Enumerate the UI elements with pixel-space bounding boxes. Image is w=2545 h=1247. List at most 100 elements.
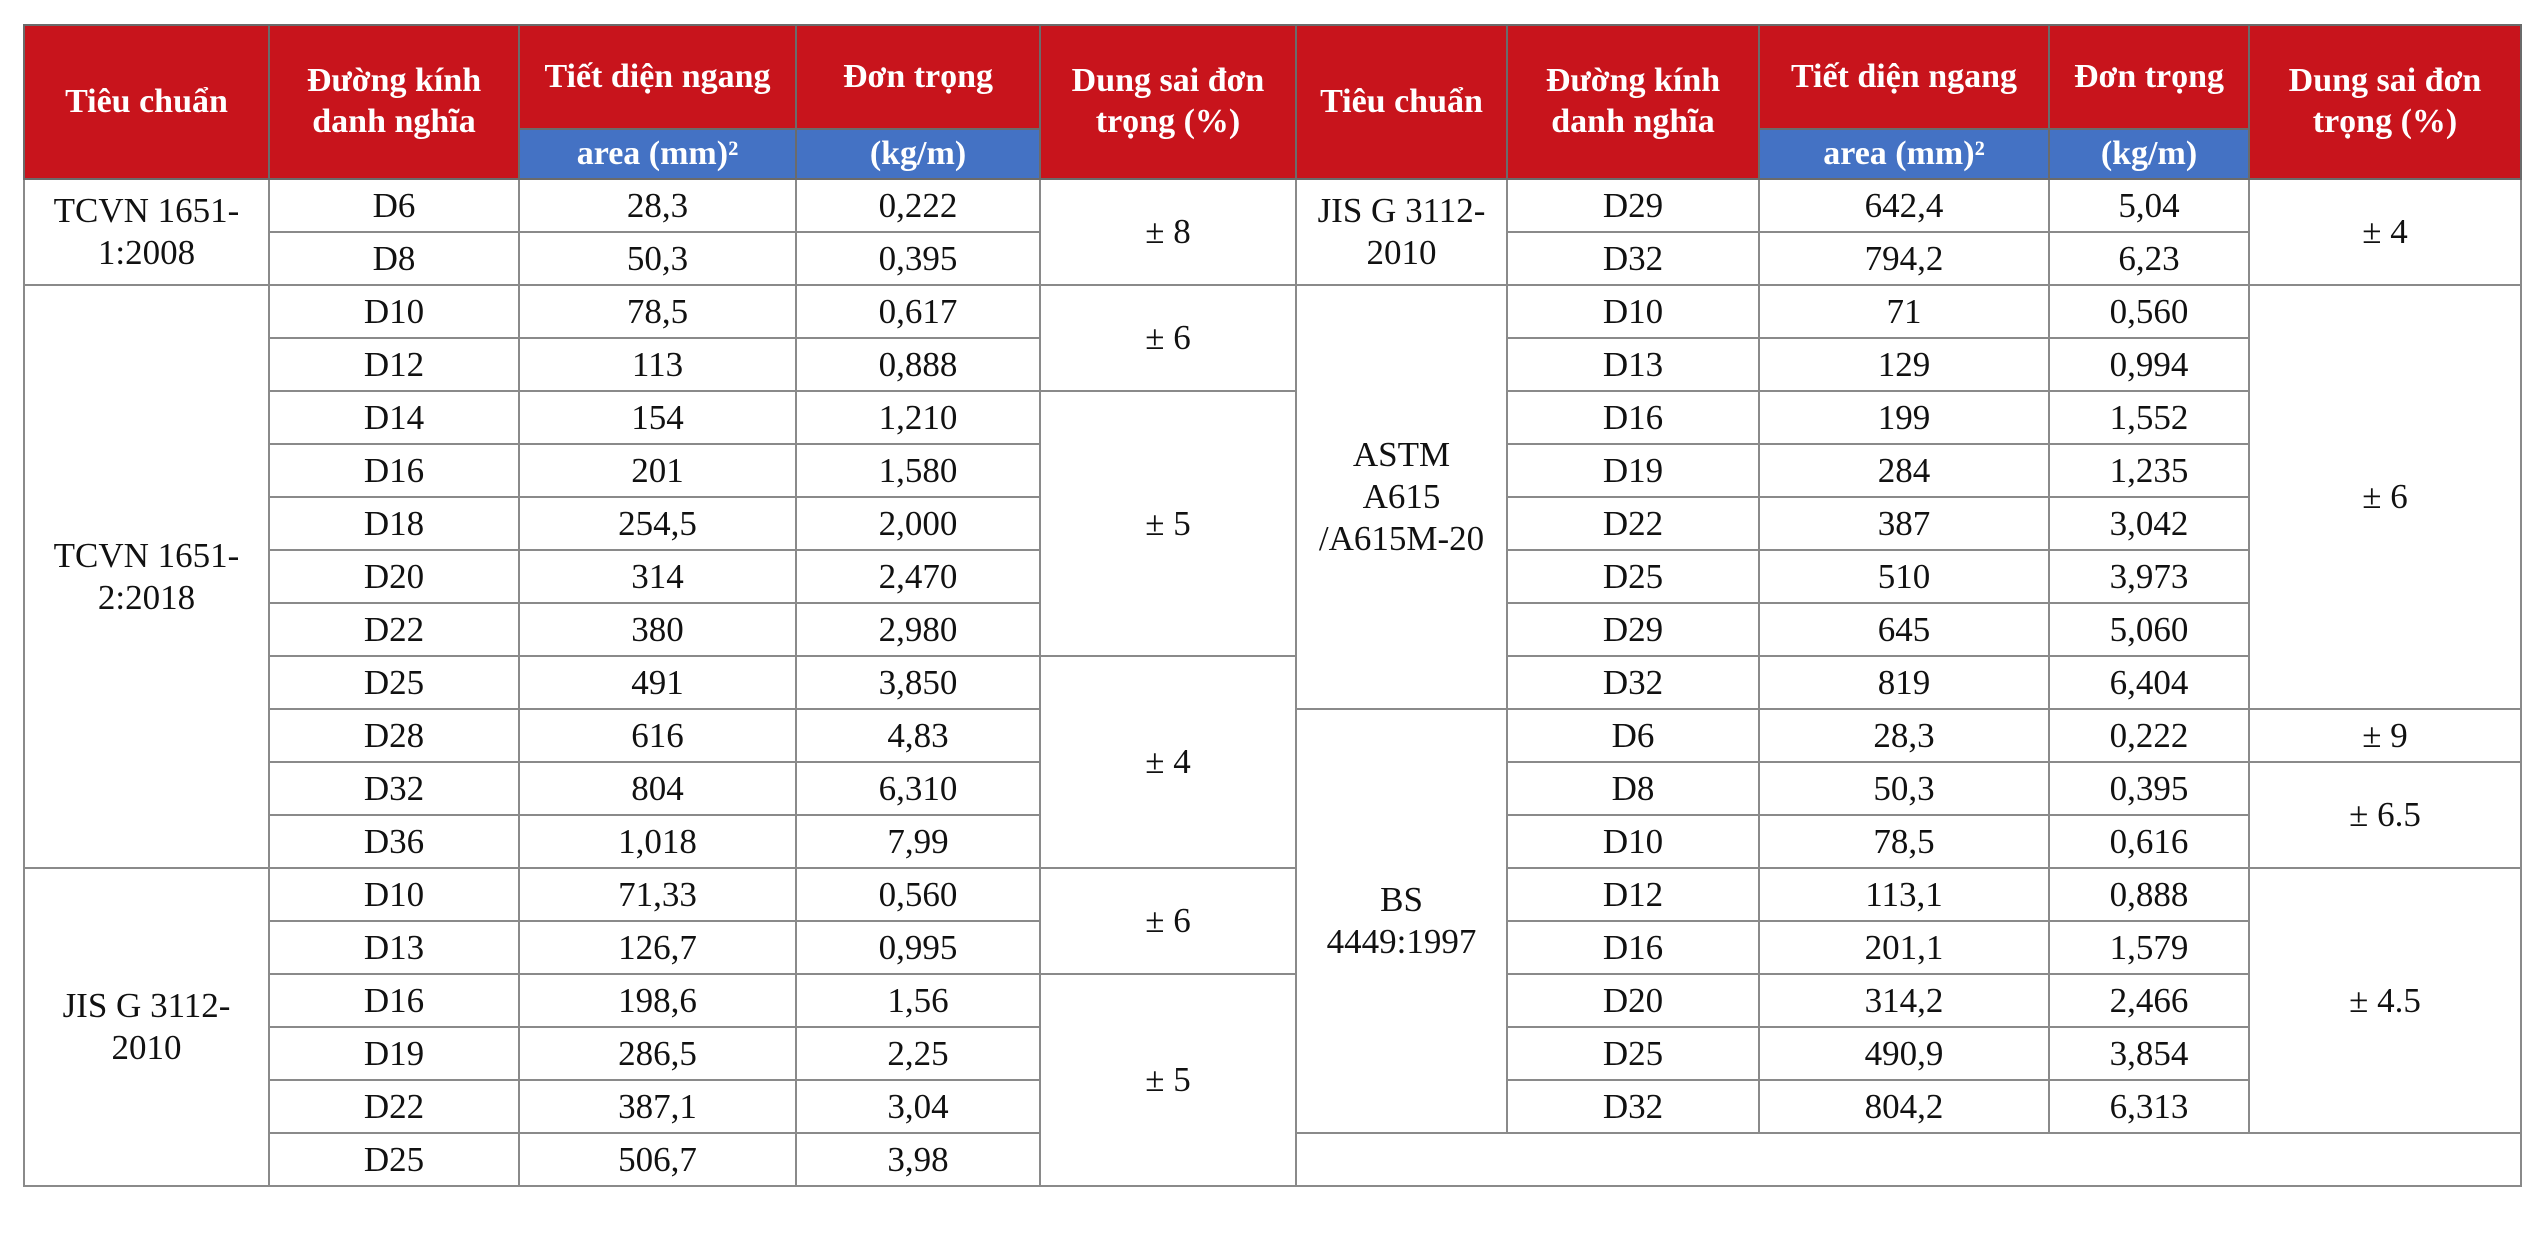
diameter-cell: D10 (1506, 284, 1760, 339)
diameter-cell: D25 (1506, 549, 1760, 604)
area-cell: 387 (1758, 496, 2050, 551)
weight-cell: 0,560 (2048, 284, 2250, 339)
tolerance-cell: ± 6 (2248, 284, 2522, 710)
table-row: D12 113 0,888 D13 129 0,994 (24, 337, 2521, 392)
weight-cell: 0,395 (795, 231, 1041, 286)
weight-cell: 2,980 (795, 602, 1041, 657)
table-row: D22 380 2,980 D29 645 5,060 (24, 602, 2521, 657)
area-cell: 154 (518, 390, 797, 445)
area-cell: 28,3 (1758, 708, 2050, 763)
diameter-cell: D25 (1506, 1026, 1760, 1081)
area-cell: 71,33 (518, 867, 797, 922)
table-row: D16 198,6 1,56 ± 5 D20 314,2 2,466 (24, 973, 2521, 1187)
tolerance-cell: ± 9 (2248, 708, 2522, 763)
diameter-cell: D29 (1506, 178, 1760, 233)
weight-cell: 0,888 (2048, 867, 2250, 922)
diameter-cell: D16 (268, 443, 520, 498)
header-cell: Dung sai đơn trọng (%) (1039, 24, 1297, 180)
unit-row: area (mm)² (kg/m) area (mm)² (kg/m) (24, 128, 2521, 180)
weight-cell: 2,000 (795, 496, 1041, 551)
header-cell: Đơn trọng (2048, 24, 2250, 130)
standard-cell: TCVN 1651-2:2018 (23, 284, 270, 869)
diameter-cell: D28 (268, 708, 520, 763)
area-cell: 113 (518, 337, 797, 392)
table-row: D18 254,5 2,000 D22 387 3,042 (24, 496, 2521, 551)
area-cell: 616 (518, 708, 797, 763)
diameter-cell: D8 (1506, 761, 1760, 816)
diameter-cell: D6 (1506, 708, 1760, 763)
diameter-cell: D16 (268, 973, 520, 1028)
tolerance-cell: ± 8 (1039, 178, 1297, 286)
weight-cell: 5,04 (2048, 178, 2250, 233)
weight-cell: 6,23 (2048, 231, 2250, 286)
area-cell: 804,2 (1758, 1079, 2050, 1134)
diameter-cell: D25 (268, 655, 520, 710)
area-cell: 490,9 (1758, 1026, 2050, 1081)
area-cell: 314 (518, 549, 797, 604)
area-cell: 387,1 (518, 1079, 797, 1134)
weight-cell: 0,222 (2048, 708, 2250, 763)
weight-cell: 2,25 (795, 1026, 1041, 1081)
weight-cell: 3,850 (795, 655, 1041, 710)
table-row: D8 50,3 0,395 D32 794,2 6,23 (24, 231, 2521, 286)
weight-cell: 1,579 (2048, 920, 2250, 975)
area-cell: 50,3 (518, 231, 797, 286)
weight-cell: 0,888 (795, 337, 1041, 392)
header-cell: Đường kính danh nghĩa (268, 24, 520, 180)
tolerance-cell: ± 5 (1039, 973, 1297, 1187)
diameter-cell: D16 (1506, 390, 1760, 445)
diameter-cell: D32 (268, 761, 520, 816)
diameter-cell: D22 (268, 602, 520, 657)
weight-cell: 1,210 (795, 390, 1041, 445)
table-wrap: Tiêu chuẩn Đường kính danh nghĩa Tiết di… (23, 24, 2522, 1187)
diameter-cell: D36 (268, 814, 520, 869)
table-row: D19 286,5 2,25 D25 490,9 3,854 (24, 1026, 2521, 1081)
weight-cell: 1,552 (2048, 390, 2250, 445)
standard-cell: JIS G 3112-2010 (23, 867, 270, 1187)
diameter-cell: D25 (268, 1132, 520, 1187)
area-cell: 78,5 (1758, 814, 2050, 869)
table-body: TCVN 1651-1:2008 D6 28,3 0,222 ± 8 JIS G 3112… (23, 178, 2522, 1187)
table-row: D22 387,1 3,04 D32 804,2 6,313 (24, 1079, 2521, 1134)
standard-cell: BS 4449:1997 (1295, 708, 1508, 1134)
diameter-cell: D13 (1506, 337, 1760, 392)
weight-cell: 0,222 (795, 178, 1041, 233)
diameter-cell: D8 (268, 231, 520, 286)
header-cell: Tiết diện ngang (1758, 24, 2050, 130)
diameter-cell: D20 (268, 549, 520, 604)
area-cell: 126,7 (518, 920, 797, 975)
diameter-cell: D10 (1506, 814, 1760, 869)
weight-cell: 6,404 (2048, 655, 2250, 710)
table-row: D16 201 1,580 D19 284 1,235 (24, 443, 2521, 498)
header-cell: Tiết diện ngang (518, 24, 797, 130)
header-cell: Tiêu chuẩn (23, 24, 270, 180)
standard-cell: JIS G 3112-2010 (1295, 178, 1508, 286)
diameter-cell: D32 (1506, 231, 1760, 286)
weight-cell: 3,973 (2048, 549, 2250, 604)
area-cell: 284 (1758, 443, 2050, 498)
area-cell: 201,1 (1758, 920, 2050, 975)
area-cell: 199 (1758, 390, 2050, 445)
area-cell: 506,7 (518, 1132, 797, 1187)
weight-cell: 1,580 (795, 443, 1041, 498)
unit-cell: area (mm)² (1758, 128, 2050, 180)
header-row: Tiêu chuẩn Đường kính danh nghĩa Tiết di… (23, 24, 2522, 180)
empty-cell (1295, 1132, 2522, 1187)
tolerance-cell: ± 6 (1039, 284, 1297, 392)
area-cell: 1,018 (518, 814, 797, 869)
area-cell: 314,2 (1758, 973, 2050, 1028)
table-row: D32 804 6,310 D8 50,3 0,395 ± 6.5 (24, 761, 2522, 869)
weight-cell: 0,617 (795, 284, 1041, 339)
tolerance-cell: ± 4 (1039, 655, 1297, 869)
area-cell: 201 (518, 443, 797, 498)
diameter-cell: D22 (1506, 496, 1760, 551)
tolerance-cell: ± 4.5 (2248, 867, 2522, 1134)
diameter-cell: D19 (268, 1026, 520, 1081)
diameter-cell: D19 (1506, 443, 1760, 498)
area-cell: 286,5 (518, 1026, 797, 1081)
weight-cell: 7,99 (795, 814, 1041, 869)
diameter-cell: D10 (268, 284, 520, 339)
area-cell: 50,3 (1758, 761, 2050, 816)
weight-cell: 1,56 (795, 973, 1041, 1028)
table-row: JIS G 3112-2010 D10 71,33 0,560 ± 6 D12 113,1 0… (23, 867, 2522, 1187)
